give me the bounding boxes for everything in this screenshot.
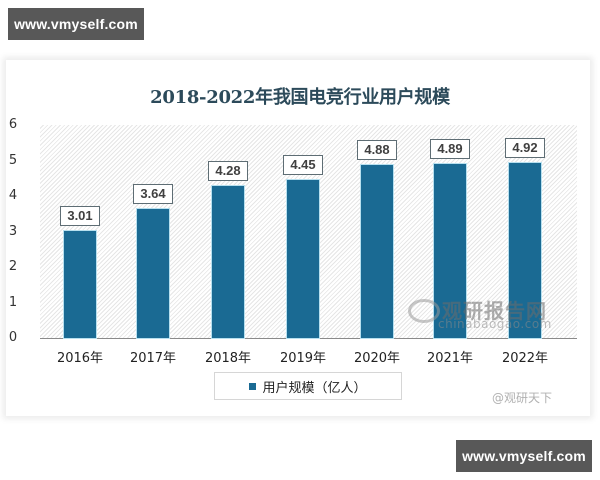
bar-value-label: 3.64: [133, 183, 173, 204]
x-tick-label: 2019年: [279, 351, 327, 366]
bar-value-label: 4.88: [357, 139, 397, 160]
y-tick-label: 0: [8, 330, 18, 345]
credit-watermark: @观研天下: [492, 391, 553, 405]
bar-value-label: 4.28: [208, 161, 248, 182]
bar: [212, 186, 244, 338]
x-tick-label: 2020年: [353, 351, 401, 366]
site-watermark-bottom: www.vmyself.com: [456, 440, 592, 472]
bar-value-label: 4.89: [430, 139, 470, 160]
legend-label: 用户规模（亿人）: [262, 380, 367, 396]
legend-swatch-icon: [249, 382, 257, 390]
x-tick-label: 2017年: [129, 351, 177, 366]
x-axis-line: [40, 338, 577, 339]
bar: [361, 164, 393, 338]
x-tick-label: 2021年: [426, 351, 474, 366]
bar: [509, 163, 541, 338]
bar-value-label: 3.01: [60, 206, 100, 227]
bar: [287, 180, 319, 338]
y-tick-label: 3: [8, 223, 18, 239]
bar: [137, 208, 169, 338]
y-tick-label: 5: [8, 152, 18, 168]
x-tick-label: 2022年: [501, 351, 549, 366]
y-tick-label: 2: [8, 259, 18, 274]
bar: [434, 164, 466, 338]
legend: 用户规模（亿人）: [214, 372, 402, 400]
chart-title: 2018-2022年我国电竞行业用户规模: [150, 87, 450, 108]
y-tick-label: 1: [8, 294, 18, 310]
bar-value-label: 4.45: [283, 155, 323, 176]
site-watermark-top: www.vmyself.com: [8, 8, 144, 40]
x-tick-label: 2018年: [204, 351, 252, 366]
bar: [64, 231, 96, 338]
y-tick-label: 4: [8, 188, 18, 203]
x-tick-label: 2016年: [56, 351, 104, 366]
y-tick-label: 6: [8, 117, 18, 132]
bar-value-label: 4.92: [505, 138, 545, 159]
